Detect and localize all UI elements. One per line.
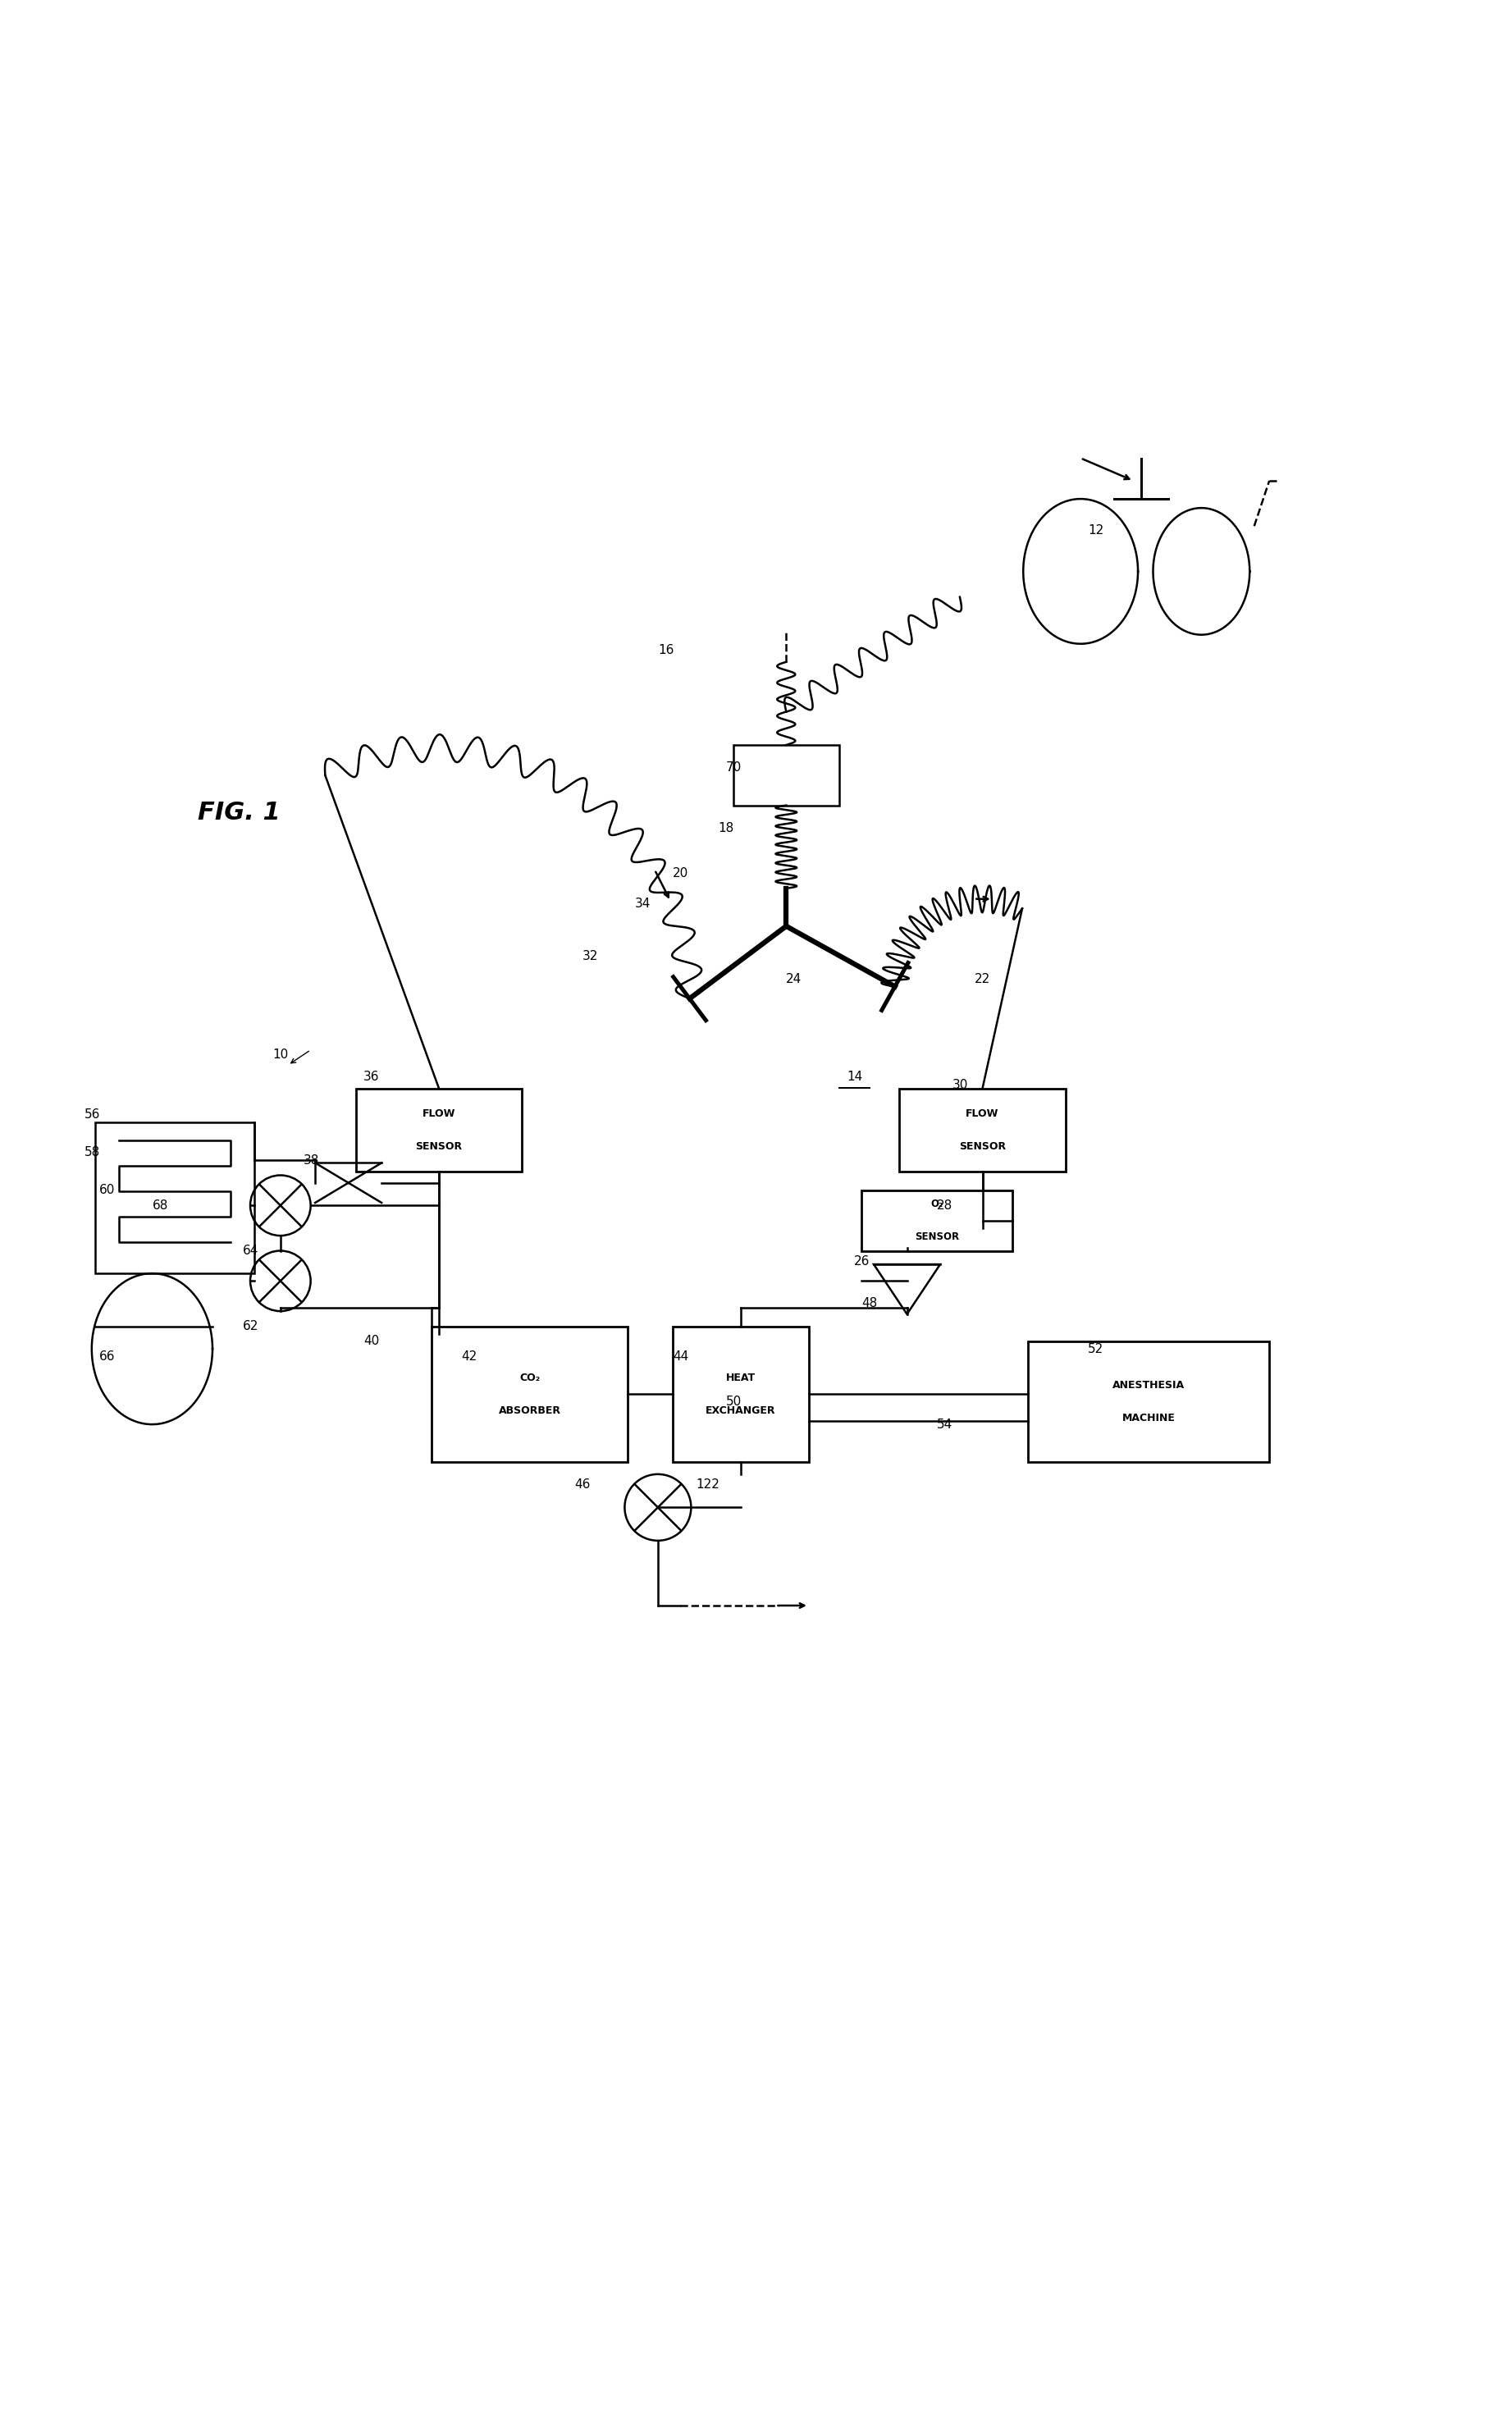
Text: 14: 14 xyxy=(847,1070,862,1084)
Bar xyxy=(1028,1342,1269,1463)
Text: 30: 30 xyxy=(953,1080,968,1092)
Bar xyxy=(900,1089,1066,1172)
Text: 32: 32 xyxy=(582,951,599,963)
Text: FLOW: FLOW xyxy=(422,1109,455,1118)
Text: 62: 62 xyxy=(243,1320,259,1332)
Text: FLOW: FLOW xyxy=(966,1109,999,1118)
Text: EXCHANGER: EXCHANGER xyxy=(706,1405,776,1417)
Text: 68: 68 xyxy=(153,1198,168,1211)
Text: 50: 50 xyxy=(726,1395,741,1407)
Text: 10: 10 xyxy=(272,1048,289,1060)
Text: CO₂: CO₂ xyxy=(519,1373,540,1383)
Text: SENSOR: SENSOR xyxy=(915,1232,960,1242)
Text: 42: 42 xyxy=(461,1351,478,1363)
Text: 56: 56 xyxy=(85,1109,100,1121)
Text: SENSOR: SENSOR xyxy=(959,1140,1005,1152)
Text: 66: 66 xyxy=(100,1351,115,1363)
Text: ABSORBER: ABSORBER xyxy=(499,1405,561,1417)
Text: 46: 46 xyxy=(575,1477,591,1492)
Bar xyxy=(431,1327,627,1463)
Bar xyxy=(355,1089,522,1172)
Text: 44: 44 xyxy=(673,1351,689,1363)
Text: 20: 20 xyxy=(673,866,689,881)
Text: FIG. 1: FIG. 1 xyxy=(198,801,280,825)
Text: 16: 16 xyxy=(658,643,674,655)
Text: 34: 34 xyxy=(635,898,652,910)
Text: 48: 48 xyxy=(862,1298,877,1310)
Bar xyxy=(733,745,839,805)
Text: 26: 26 xyxy=(854,1254,869,1266)
Text: 52: 52 xyxy=(1089,1342,1104,1356)
Text: 22: 22 xyxy=(975,973,990,985)
Text: 18: 18 xyxy=(718,822,733,835)
Text: O₂: O₂ xyxy=(931,1198,943,1208)
Text: 12: 12 xyxy=(1089,524,1104,536)
Text: 54: 54 xyxy=(937,1419,953,1431)
Text: 24: 24 xyxy=(786,973,801,985)
Bar xyxy=(862,1191,1013,1252)
Text: 40: 40 xyxy=(363,1334,380,1346)
Text: 36: 36 xyxy=(363,1070,380,1084)
Text: 58: 58 xyxy=(85,1147,100,1160)
Text: 70: 70 xyxy=(726,762,741,774)
Bar xyxy=(95,1123,254,1274)
Text: 122: 122 xyxy=(696,1477,720,1492)
Text: ANESTHESIA: ANESTHESIA xyxy=(1113,1380,1185,1390)
Bar xyxy=(673,1327,809,1463)
Text: 64: 64 xyxy=(243,1245,259,1257)
Text: 38: 38 xyxy=(302,1155,319,1167)
Text: 60: 60 xyxy=(100,1184,115,1196)
Text: 28: 28 xyxy=(937,1198,953,1211)
Text: HEAT: HEAT xyxy=(726,1373,756,1383)
Text: MACHINE: MACHINE xyxy=(1122,1412,1175,1424)
Text: SENSOR: SENSOR xyxy=(416,1140,463,1152)
